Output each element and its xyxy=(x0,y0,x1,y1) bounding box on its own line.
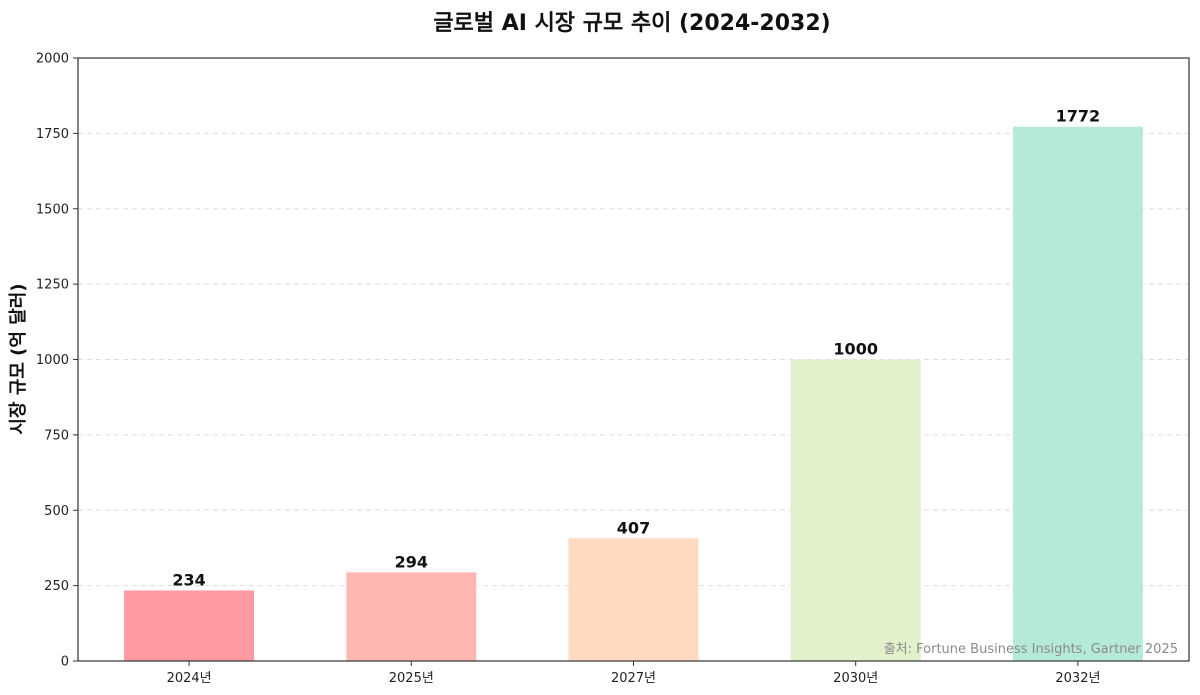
bar-value-label: 1000 xyxy=(833,340,878,359)
y-tick-label: 1250 xyxy=(36,278,69,293)
y-tick-label: 250 xyxy=(44,579,69,594)
bar-value-label: 1772 xyxy=(1056,107,1101,126)
y-tick-label: 750 xyxy=(44,428,69,443)
x-tick-label: 2027년 xyxy=(611,671,656,686)
y-axis-label: 시장 규모 (억 달러) xyxy=(8,283,29,434)
bar-value-label: 407 xyxy=(617,518,650,537)
x-tick-label: 2030년 xyxy=(833,671,878,686)
y-tick-label: 2000 xyxy=(36,52,69,67)
x-tick-label: 2032년 xyxy=(1055,671,1100,686)
source-note: 출처: Fortune Business Insights, Gartner 2… xyxy=(884,642,1178,657)
bar xyxy=(1012,126,1143,661)
y-tick-label: 1750 xyxy=(36,127,69,142)
bar-value-label: 294 xyxy=(395,552,428,571)
y-tick-label: 0 xyxy=(61,655,69,670)
y-tick-label: 500 xyxy=(44,504,69,519)
x-axis-ticks: 2024년 2025년 2027년 2030년 2032년 xyxy=(167,661,1100,686)
x-tick-label: 2024년 xyxy=(167,671,212,686)
bar-value-label: 234 xyxy=(172,570,205,589)
y-axis-ticks: 0 250 500 750 1000 1250 1500 1750 2000 xyxy=(36,52,78,670)
y-tick-label: 1500 xyxy=(36,202,69,217)
x-tick-label: 2025년 xyxy=(389,671,434,686)
y-tick-label: 1000 xyxy=(36,353,69,368)
bars xyxy=(124,126,1143,661)
bar xyxy=(124,590,255,661)
bar xyxy=(790,359,921,661)
value-labels: 234 294 407 1000 1772 xyxy=(172,107,1100,590)
bar xyxy=(346,572,477,661)
chart-title: 글로벌 AI 시장 규모 추이 (2024-2032) xyxy=(433,11,830,36)
bar xyxy=(568,538,699,661)
